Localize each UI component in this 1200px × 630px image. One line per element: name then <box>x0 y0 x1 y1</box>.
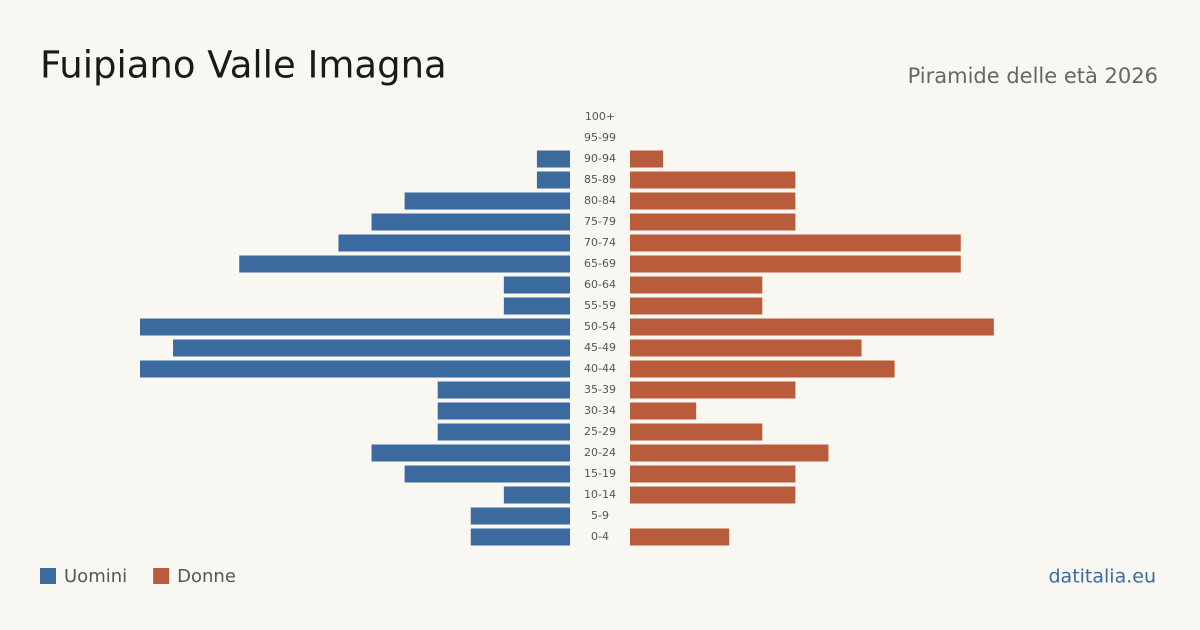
age-label: 55-59 <box>584 299 616 312</box>
age-label: 80-84 <box>584 194 616 207</box>
bar <box>630 150 664 168</box>
bar <box>630 171 796 189</box>
bar <box>630 318 994 336</box>
age-label: 10-14 <box>584 488 616 501</box>
bar <box>470 528 570 546</box>
bar <box>630 444 829 462</box>
bar <box>470 507 570 525</box>
age-label: 15-19 <box>584 467 616 480</box>
bar <box>630 486 796 504</box>
bar <box>371 444 570 462</box>
bar <box>630 192 796 210</box>
age-label: 35-39 <box>584 383 616 396</box>
bar <box>371 213 570 231</box>
age-label: 100+ <box>585 110 615 123</box>
age-label: 40-44 <box>584 362 616 375</box>
age-label: 45-49 <box>584 341 616 354</box>
age-label: 70-74 <box>584 236 616 249</box>
bar <box>630 339 862 357</box>
bar <box>630 381 796 399</box>
age-label: 5-9 <box>591 509 609 522</box>
legend-swatch <box>40 568 56 584</box>
legend-label: Uomini <box>64 566 127 587</box>
bar <box>630 234 961 252</box>
age-label: 95-99 <box>584 131 616 144</box>
bar <box>630 360 895 378</box>
bar <box>437 423 570 441</box>
bar <box>630 213 796 231</box>
chart-title: Fuipiano Valle Imagna <box>40 44 447 87</box>
bar <box>404 192 570 210</box>
age-label: 90-94 <box>584 152 616 165</box>
age-label: 50-54 <box>584 320 616 333</box>
bar <box>536 171 570 189</box>
bar <box>503 297 570 315</box>
bar <box>536 150 570 168</box>
bar <box>630 423 763 441</box>
bar <box>630 297 763 315</box>
bar <box>239 255 570 273</box>
bar <box>630 528 730 546</box>
legend-label: Donne <box>177 566 236 587</box>
age-label: 60-64 <box>584 278 616 291</box>
bar <box>140 318 570 336</box>
age-label: 85-89 <box>584 173 616 186</box>
age-label: 75-79 <box>584 215 616 228</box>
age-label: 65-69 <box>584 257 616 270</box>
age-label: 30-34 <box>584 404 616 417</box>
bar <box>503 486 570 504</box>
bar <box>404 465 570 483</box>
bar <box>630 402 697 420</box>
source: datitalia.eu <box>1049 566 1157 588</box>
bar <box>173 339 571 357</box>
bar <box>437 381 570 399</box>
bar <box>140 360 570 378</box>
legend-swatch <box>153 568 170 584</box>
age-label: 20-24 <box>584 446 616 459</box>
bar <box>437 402 570 420</box>
age-label: 0-4 <box>591 530 609 543</box>
age-label: 25-29 <box>584 425 616 438</box>
bar <box>630 276 763 294</box>
bar <box>630 465 796 483</box>
bar <box>630 255 961 273</box>
bar <box>503 276 570 294</box>
bar <box>338 234 570 252</box>
chart-subtitle: Piramide delle età 2026 <box>908 64 1158 88</box>
